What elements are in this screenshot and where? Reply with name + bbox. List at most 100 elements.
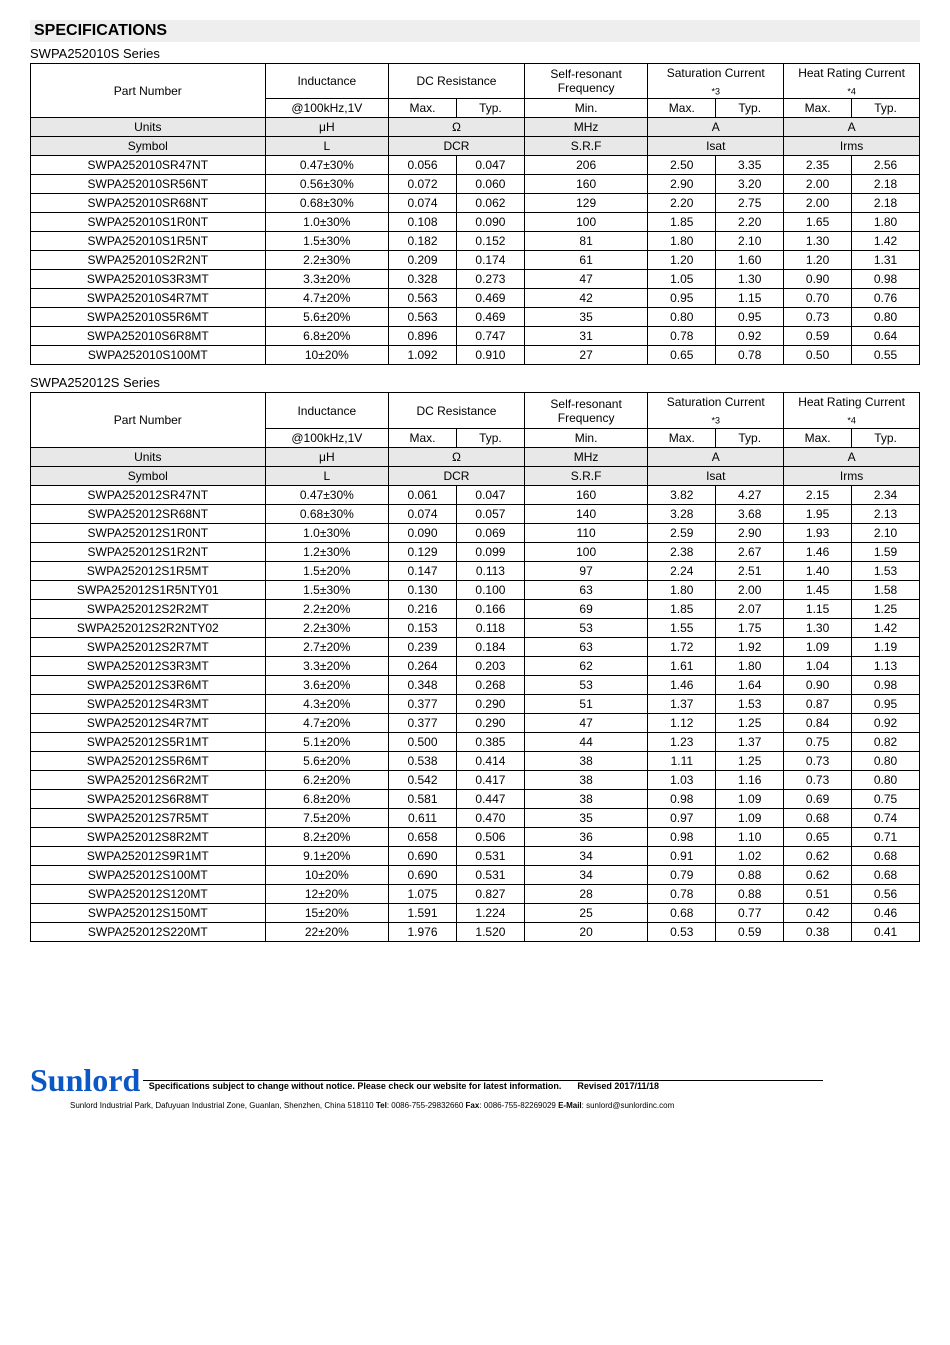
cell-srf: 140 — [524, 504, 647, 523]
cell-pn: SWPA252012S2R2NTY02 — [31, 618, 266, 637]
cell-dcr-max: 0.690 — [389, 865, 457, 884]
cell-srf: 35 — [524, 308, 647, 327]
cell-srf: 38 — [524, 770, 647, 789]
table-row: SWPA252010S1R5NT1.5±30%0.1820.152811.802… — [31, 232, 920, 251]
cell-isat-max: 1.72 — [648, 637, 716, 656]
cell-irms-typ: 2.13 — [852, 504, 920, 523]
cell-dcr-typ: 1.224 — [456, 903, 524, 922]
cell-isat-typ: 3.68 — [716, 504, 784, 523]
footer-fax: : 0086-755-82269029 — [479, 1101, 558, 1110]
cell-isat-max: 0.65 — [648, 346, 716, 365]
table-row: SWPA252010S100MT10±20%1.0920.910270.650.… — [31, 346, 920, 365]
cell-irms-typ: 0.74 — [852, 808, 920, 827]
cell-irms-max: 0.59 — [784, 327, 852, 346]
table-row: SWPA252012S7R5MT7.5±20%0.6110.470350.971… — [31, 808, 920, 827]
cell-dcr-typ: 0.470 — [456, 808, 524, 827]
col-typ: Typ. — [852, 99, 920, 118]
cell-pn: SWPA252010SR56NT — [31, 175, 266, 194]
cell-irms-max: 0.51 — [784, 884, 852, 903]
cell-isat-max: 0.78 — [648, 327, 716, 346]
cell-irms-typ: 2.34 — [852, 485, 920, 504]
cell-isat-max: 1.80 — [648, 580, 716, 599]
cell-pn: SWPA252012S6R8MT — [31, 789, 266, 808]
cell-dcr-max: 0.658 — [389, 827, 457, 846]
cell-isat-typ: 0.88 — [716, 865, 784, 884]
cell-dcr-max: 0.896 — [389, 327, 457, 346]
cell-dcr-max: 1.075 — [389, 884, 457, 903]
cell-pn: SWPA252012S2R7MT — [31, 637, 266, 656]
cell-pn: SWPA252012S4R3MT — [31, 694, 266, 713]
cell-dcr-typ: 0.385 — [456, 732, 524, 751]
cell-isat-typ: 1.16 — [716, 770, 784, 789]
cell-isat-max: 0.79 — [648, 865, 716, 884]
cell-isat-max: 1.85 — [648, 213, 716, 232]
symbol-srf: S.R.F — [524, 466, 647, 485]
cell-ind: 6.2±20% — [265, 770, 388, 789]
symbol-ind: L — [265, 466, 388, 485]
units-srf: MHz — [524, 447, 647, 466]
cell-dcr-typ: 0.290 — [456, 694, 524, 713]
cell-isat-max: 3.28 — [648, 504, 716, 523]
table-row: SWPA252012S1R2NT1.2±30%0.1290.0991002.38… — [31, 542, 920, 561]
cell-pn: SWPA252012S9R1MT — [31, 846, 266, 865]
series-title: SWPA252010S Series — [30, 46, 920, 61]
cell-isat-max: 0.53 — [648, 922, 716, 941]
cell-isat-max: 1.12 — [648, 713, 716, 732]
cell-dcr-typ: 0.184 — [456, 637, 524, 656]
cell-dcr-max: 0.130 — [389, 580, 457, 599]
cell-dcr-max: 0.061 — [389, 485, 457, 504]
cell-srf: 69 — [524, 599, 647, 618]
col-condition: @100kHz,1V — [265, 99, 388, 118]
cell-isat-typ: 0.92 — [716, 327, 784, 346]
units-isat: A — [648, 447, 784, 466]
cell-srf: 42 — [524, 289, 647, 308]
cell-srf: 31 — [524, 327, 647, 346]
cell-isat-typ: 1.10 — [716, 827, 784, 846]
cell-pn: SWPA252012S3R3MT — [31, 656, 266, 675]
cell-srf: 63 — [524, 637, 647, 656]
cell-ind: 1.0±30% — [265, 523, 388, 542]
cell-dcr-max: 0.328 — [389, 270, 457, 289]
cell-isat-typ: 1.09 — [716, 808, 784, 827]
units-isat: A — [648, 118, 784, 137]
cell-pn: SWPA252012S6R2MT — [31, 770, 266, 789]
cell-irms-max: 0.84 — [784, 713, 852, 732]
table-row: SWPA252010S4R7MT4.7±20%0.5630.469420.951… — [31, 289, 920, 308]
cell-isat-max: 1.55 — [648, 618, 716, 637]
cell-dcr-typ: 0.174 — [456, 251, 524, 270]
cell-isat-typ: 2.10 — [716, 232, 784, 251]
table-row: SWPA252012S5R1MT5.1±20%0.5000.385441.231… — [31, 732, 920, 751]
cell-dcr-typ: 0.100 — [456, 580, 524, 599]
spec-table: Part NumberInductanceDC ResistanceSelf-r… — [30, 392, 920, 941]
cell-srf: 61 — [524, 251, 647, 270]
col-min: Min. — [524, 428, 647, 447]
cell-irms-typ: 1.80 — [852, 213, 920, 232]
cell-irms-max: 0.75 — [784, 732, 852, 751]
symbol-srf: S.R.F — [524, 137, 647, 156]
cell-dcr-typ: 0.069 — [456, 523, 524, 542]
table-row: SWPA252012S3R6MT3.6±20%0.3480.268531.461… — [31, 675, 920, 694]
cell-isat-max: 0.78 — [648, 884, 716, 903]
cell-dcr-typ: 0.747 — [456, 327, 524, 346]
col-isat: Saturation Current*3 — [648, 393, 784, 428]
cell-pn: SWPA252012S4R7MT — [31, 713, 266, 732]
cell-ind: 7.5±20% — [265, 808, 388, 827]
cell-pn: SWPA252012S8R2MT — [31, 827, 266, 846]
cell-isat-typ: 2.07 — [716, 599, 784, 618]
cell-pn: SWPA252012S1R0NT — [31, 523, 266, 542]
cell-dcr-max: 0.216 — [389, 599, 457, 618]
cell-isat-typ: 1.02 — [716, 846, 784, 865]
cell-srf: 53 — [524, 618, 647, 637]
footer-tel-label: Tel — [376, 1101, 387, 1110]
cell-irms-typ: 0.82 — [852, 732, 920, 751]
cell-isat-max: 0.68 — [648, 903, 716, 922]
cell-srf: 100 — [524, 542, 647, 561]
cell-ind: 12±20% — [265, 884, 388, 903]
table-row: SWPA252012S4R3MT4.3±20%0.3770.290511.371… — [31, 694, 920, 713]
cell-isat-typ: 2.51 — [716, 561, 784, 580]
col-typ: Typ. — [456, 99, 524, 118]
cell-pn: SWPA252010S5R6MT — [31, 308, 266, 327]
footer-email-label: E-Mail — [558, 1101, 582, 1110]
col-typ: Typ. — [852, 428, 920, 447]
col-max: Max. — [389, 428, 457, 447]
